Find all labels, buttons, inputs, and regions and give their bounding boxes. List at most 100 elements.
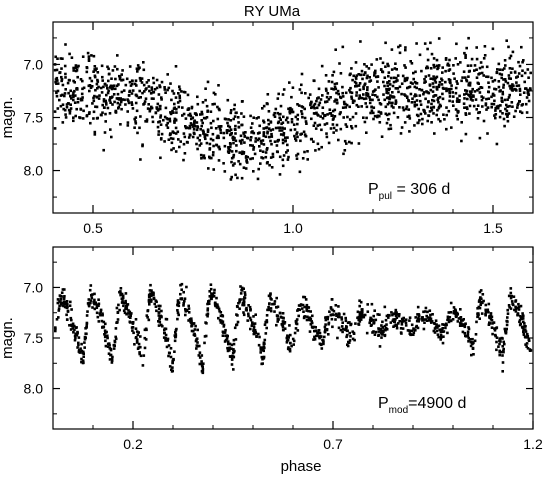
data-point (437, 83, 441, 87)
data-point (119, 100, 123, 104)
data-point (152, 296, 156, 300)
data-point (370, 63, 373, 66)
data-point (142, 83, 146, 87)
data-point (240, 112, 243, 115)
data-point (395, 76, 398, 80)
data-point (234, 338, 238, 341)
data-point (490, 326, 494, 329)
data-point (470, 57, 474, 61)
data-point (110, 135, 113, 139)
data-point (312, 338, 315, 341)
data-point (128, 312, 131, 315)
data-point (427, 318, 431, 322)
data-point (305, 306, 308, 309)
data-point (362, 315, 366, 319)
data-point (127, 309, 130, 312)
data-point (377, 334, 380, 337)
data-point (100, 91, 104, 94)
data-point (430, 121, 433, 124)
data-point (176, 311, 180, 315)
data-point (381, 333, 385, 336)
data-point (103, 335, 107, 339)
data-point (61, 288, 65, 291)
data-point (278, 173, 282, 176)
data-point (72, 69, 75, 72)
data-point (209, 110, 213, 113)
data-point (385, 89, 389, 92)
data-point (527, 76, 530, 79)
data-point (518, 100, 521, 103)
data-point (183, 135, 187, 139)
data-point (158, 85, 162, 89)
data-point (239, 134, 243, 138)
data-point (468, 104, 472, 108)
data-point (285, 341, 289, 344)
data-point (53, 68, 57, 72)
data-point (484, 102, 488, 105)
data-point (400, 126, 404, 129)
data-point (447, 317, 450, 320)
data-point (477, 312, 480, 315)
data-point (138, 89, 141, 93)
data-point (317, 147, 321, 151)
period-annotation: Ppul = 306 d (368, 181, 450, 202)
data-point (55, 76, 59, 80)
data-point (429, 88, 433, 92)
data-point (272, 302, 275, 306)
data-point (376, 114, 380, 118)
data-point (58, 300, 61, 303)
data-point (147, 85, 151, 88)
data-point (456, 100, 459, 103)
data-point (394, 102, 397, 105)
data-point (437, 105, 441, 109)
data-point (315, 106, 319, 110)
data-point (423, 321, 426, 324)
data-point (503, 124, 506, 128)
data-point (445, 113, 448, 117)
data-point (471, 341, 474, 345)
data-point (223, 144, 227, 148)
data-point (441, 71, 444, 74)
data-point (70, 308, 73, 311)
data-point (461, 76, 464, 79)
data-point (226, 129, 229, 132)
data-point (227, 118, 230, 121)
data-point (373, 74, 376, 77)
data-point (110, 87, 114, 91)
data-point (157, 307, 161, 311)
data-point (175, 111, 178, 114)
data-point (388, 101, 391, 105)
data-point (136, 64, 140, 67)
data-point (202, 116, 206, 120)
data-point (234, 132, 237, 135)
data-point (77, 343, 80, 347)
data-point (198, 356, 202, 359)
data-point (525, 111, 529, 114)
data-point (109, 96, 112, 99)
data-point (211, 132, 215, 136)
data-point (345, 333, 349, 337)
data-point (337, 326, 341, 330)
data-point (424, 97, 427, 101)
data-point (445, 89, 449, 92)
data-point (520, 317, 524, 320)
data-point (344, 327, 348, 330)
data-point (87, 55, 91, 58)
data-point (211, 103, 214, 106)
data-point (360, 315, 363, 319)
data-point (107, 79, 110, 83)
data-point (101, 103, 104, 107)
x-tick-label: 1.0 (283, 220, 303, 236)
data-point (452, 95, 455, 98)
data-point (235, 144, 238, 147)
data-point (193, 121, 196, 124)
data-point (409, 92, 413, 96)
data-point (61, 93, 64, 97)
data-point (182, 290, 185, 294)
data-point (429, 106, 433, 109)
data-point (408, 117, 412, 120)
data-point (425, 314, 428, 318)
data-point (258, 124, 261, 128)
data-point (93, 68, 96, 71)
data-point (315, 99, 318, 103)
